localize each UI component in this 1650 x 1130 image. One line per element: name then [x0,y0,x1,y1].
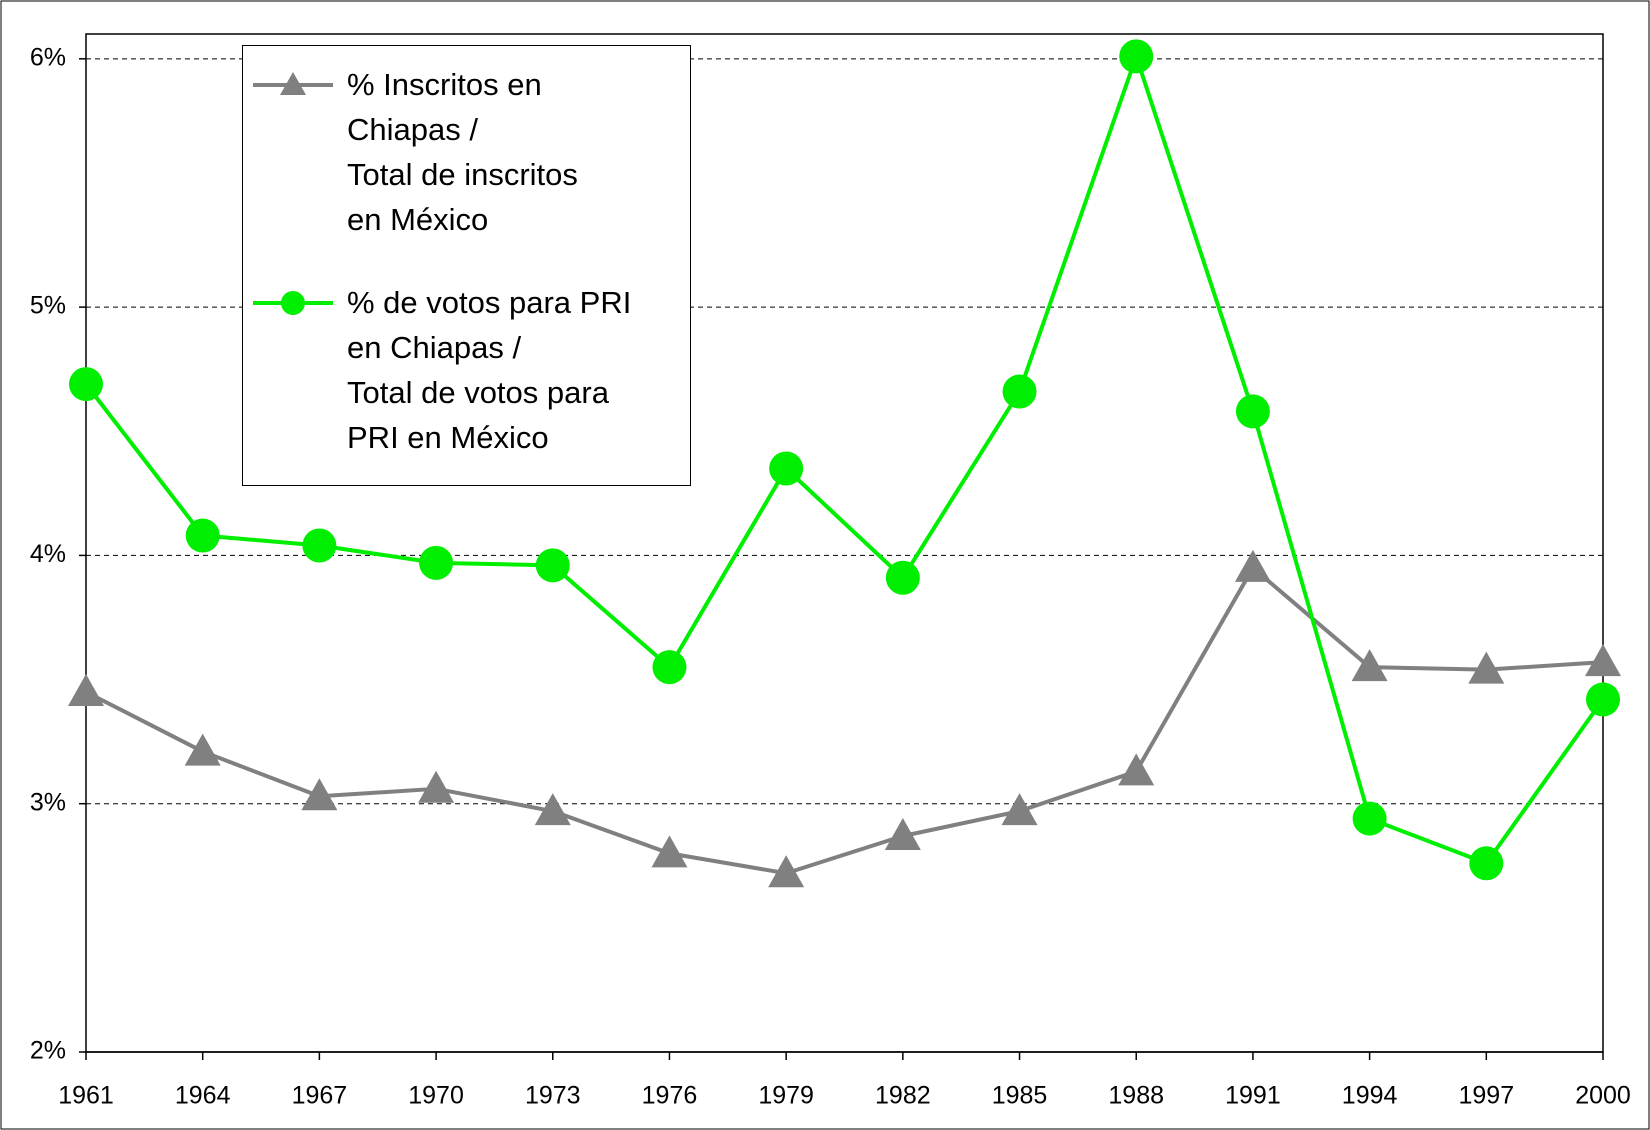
x-tick-label: 2000 [1575,1082,1631,1110]
marker [69,367,103,402]
marker [885,560,920,595]
marker [68,673,104,706]
marker [652,650,687,685]
marker [1118,753,1155,786]
legend-marker [281,291,305,315]
x-tick-label: 1967 [292,1082,348,1110]
marker [418,770,455,803]
y-tick-label: 5% [30,292,66,320]
x-tick-label: 1985 [992,1082,1048,1110]
marker [1586,682,1620,717]
y-tick-label: 2% [30,1037,66,1065]
marker [1468,651,1505,684]
marker [768,855,805,888]
x-tick-label: 1979 [758,1082,814,1110]
y-tick-label: 6% [30,43,66,71]
marker [1585,644,1621,677]
y-tick-label: 4% [30,540,66,568]
marker [1469,846,1504,881]
x-tick-label: 1976 [642,1082,698,1110]
legend-label: % Inscritos en Chiapas / Total de inscri… [347,67,578,237]
y-tick-label: 3% [30,788,66,816]
marker [1351,649,1388,682]
marker [302,528,337,563]
x-tick-label: 1988 [1108,1082,1164,1110]
marker [184,733,221,766]
x-tick-label: 1961 [58,1082,114,1110]
legend-marker [280,72,306,95]
marker [884,817,921,850]
x-tick-label: 1997 [1458,1082,1514,1110]
legend-swatch [253,72,333,95]
marker [1119,39,1154,74]
x-tick-label: 1994 [1342,1082,1398,1110]
marker [769,451,804,486]
x-tick-label: 1970 [408,1082,464,1110]
marker [535,548,570,583]
series-line [84,54,1605,866]
x-tick-label: 1991 [1225,1082,1281,1110]
x-tick-label: 1982 [875,1082,931,1110]
legend-swatch [253,291,333,315]
marker [1001,793,1038,826]
marker [534,793,571,826]
x-tick-label: 1964 [175,1082,231,1110]
marker [1235,394,1270,429]
marker [1352,801,1387,836]
legend-label: % de votos para PRI en Chiapas / Total d… [347,285,632,455]
series-line [85,565,1604,876]
legend: % Inscritos en Chiapas / Total de inscri… [242,45,691,486]
marker [301,778,338,811]
marker [1002,374,1037,409]
marker [419,545,454,580]
x-tick-label: 1973 [525,1082,581,1110]
marker [1234,549,1271,582]
marker [185,518,220,553]
marker [651,835,688,868]
